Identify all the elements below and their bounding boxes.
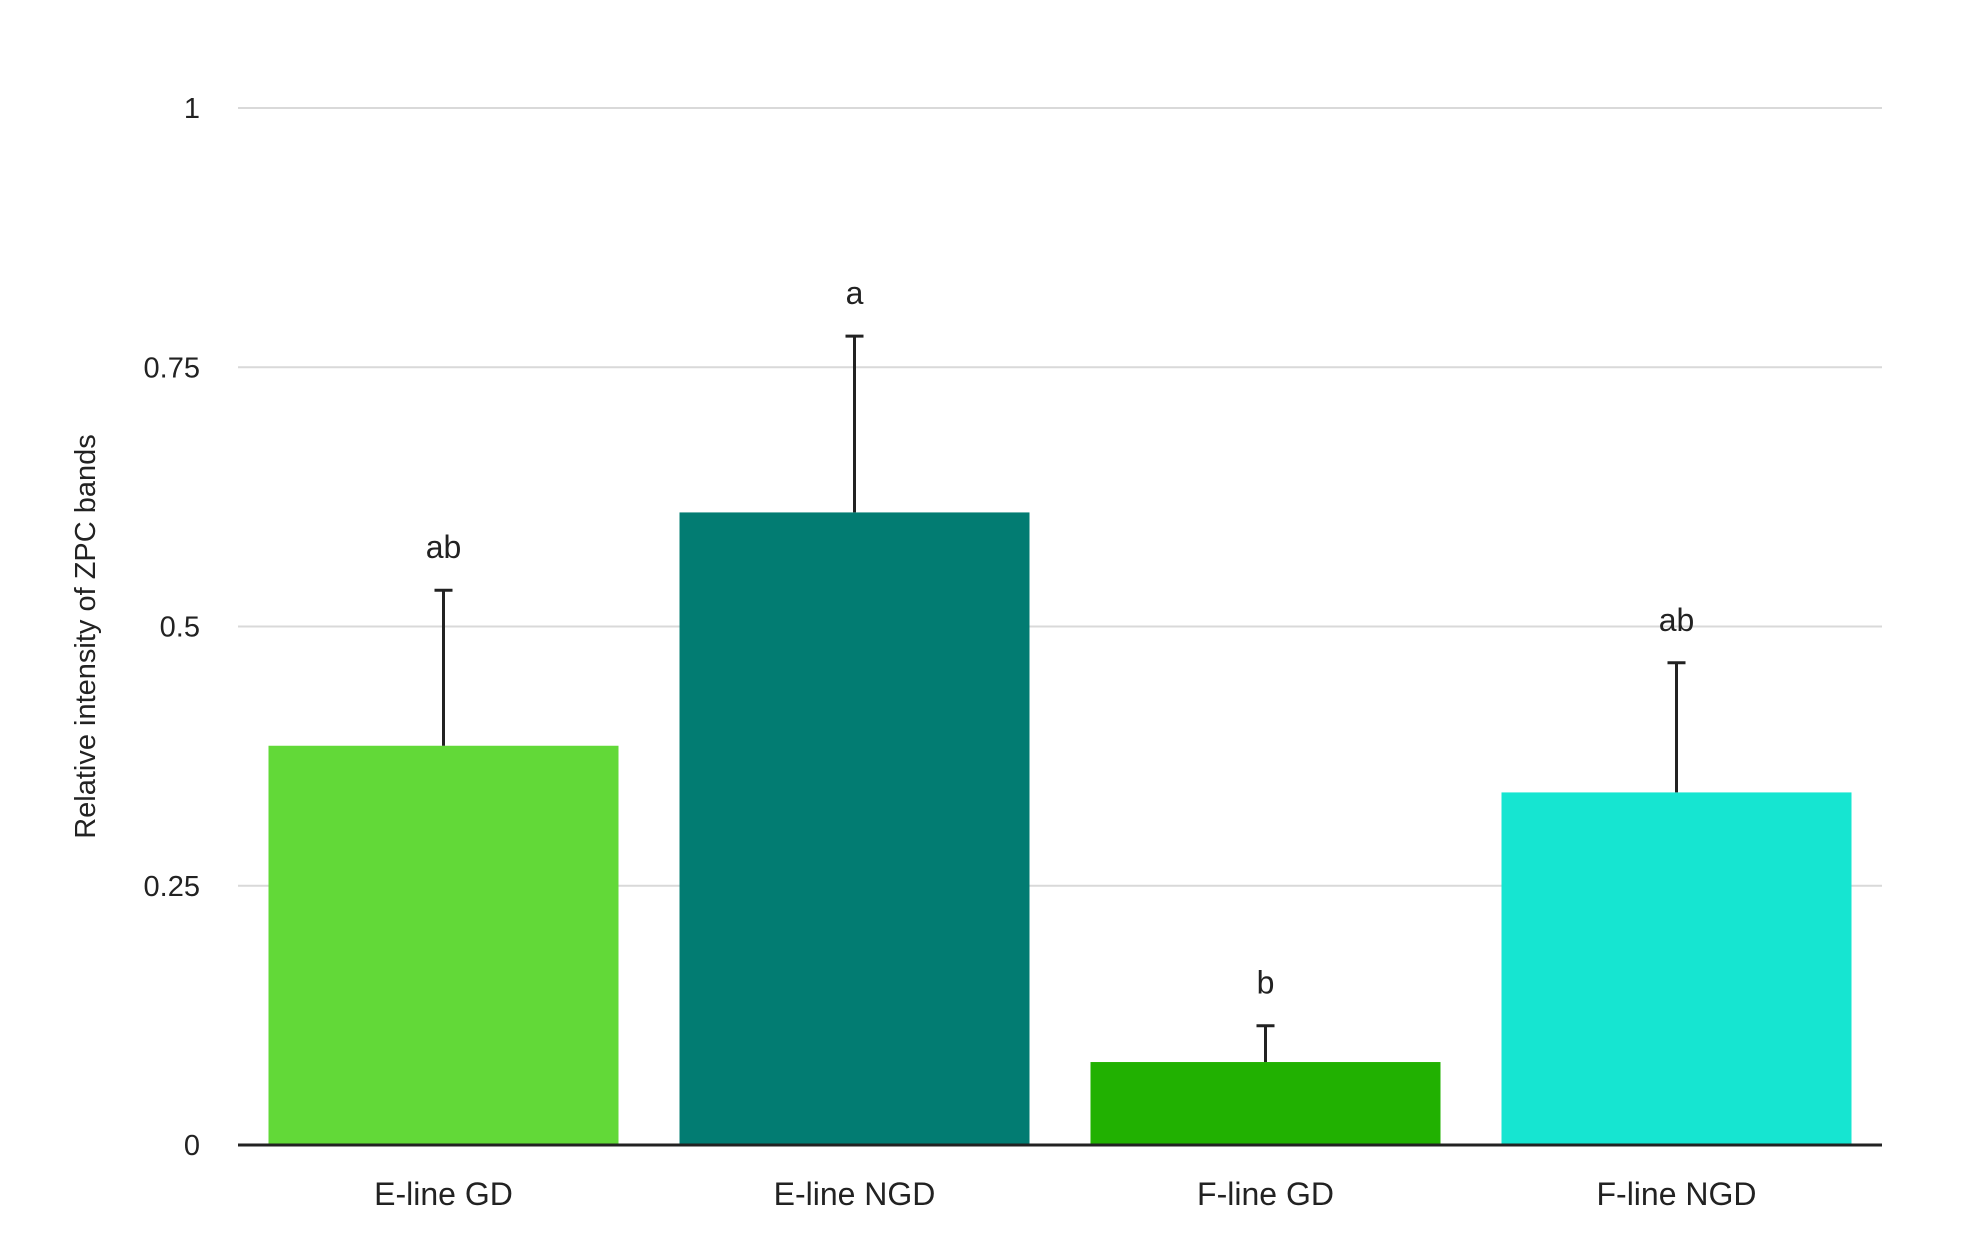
y-tick-labels: 0 0.25 0.5 0.75 1 [144, 93, 200, 1162]
bar [268, 745, 619, 1145]
x-category-label: E-line GD [374, 1176, 513, 1212]
x-category-labels: E-line GD E-line NGD F-line GD F-line NGD [374, 1176, 1756, 1212]
significance-label: b [1257, 965, 1275, 1001]
x-category-label: F-line NGD [1596, 1176, 1756, 1212]
y-tick-label: 1 [184, 93, 200, 125]
bars [268, 512, 1852, 1145]
error-bars [434, 334, 1686, 1063]
x-category-label: E-line NGD [774, 1176, 936, 1212]
y-tick-label: 0.25 [144, 871, 200, 903]
y-tick-label: 0.5 [160, 612, 200, 644]
significance-label: ab [426, 529, 462, 565]
bar [1090, 1062, 1441, 1145]
bar [679, 512, 1030, 1145]
y-axis-title: Relative intensity of ZPC bands [70, 434, 102, 839]
bar [1501, 792, 1852, 1145]
y-tick-label: 0.75 [144, 352, 200, 384]
significance-label: a [846, 275, 864, 311]
y-tick-label: 0 [184, 1130, 200, 1162]
significance-label: ab [1659, 602, 1695, 638]
x-category-label: F-line GD [1197, 1176, 1334, 1212]
